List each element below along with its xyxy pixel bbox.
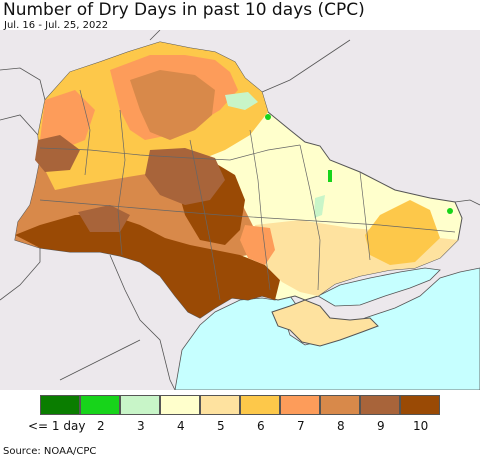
legend-swatch-7 [280, 395, 320, 415]
legend-label-9: 9 [377, 419, 385, 433]
legend-swatch-9 [360, 395, 400, 415]
legend-label-5: 5 [217, 419, 225, 433]
legend-label-10: 10 [413, 419, 429, 433]
legend-label-2: 2 [97, 419, 105, 433]
crimea-region [271, 299, 379, 347]
north-region-8 [130, 70, 215, 140]
south-region-10 [15, 215, 280, 318]
neighbor-borders [0, 30, 480, 390]
legend-label-8: 8 [337, 419, 345, 433]
legend-swatch-5 [200, 395, 240, 415]
north-region-3 [225, 92, 258, 110]
legend-swatch-8 [320, 395, 360, 415]
southwest-region-9 [78, 205, 130, 232]
central-region-7 [240, 225, 275, 265]
legend-label-4: 4 [177, 419, 185, 433]
legend-swatch-10 [400, 395, 440, 415]
source-credit: Source: NOAA/CPC [3, 446, 97, 457]
light-green-patch-east [314, 195, 325, 218]
black-sea [174, 267, 480, 390]
west-region-9 [35, 135, 80, 172]
legend-label-1: <= 1 day [28, 419, 86, 433]
central-region-9 [145, 148, 225, 205]
legend-swatch-4 [160, 395, 200, 415]
legend-swatch-3 [120, 395, 160, 415]
west-region-7 [40, 90, 95, 150]
dry-days-map [0, 30, 480, 390]
sea-of-azov [317, 267, 441, 307]
southeast-region-6 [365, 200, 440, 265]
oblast-boundaries [39, 89, 456, 301]
legend-label-3: 3 [137, 419, 145, 433]
map-subtitle: Jul. 16 - Jul. 25, 2022 [4, 20, 109, 31]
legend-swatch-6 [240, 395, 280, 415]
green-spot-far-east [447, 208, 453, 214]
green-spot-north [265, 114, 271, 120]
legend-swatch-2 [80, 395, 120, 415]
legend-label-6: 6 [257, 419, 265, 433]
map-title: Number of Dry Days in past 10 days (CPC) [3, 0, 365, 20]
green-spot-east [328, 170, 332, 182]
legend-swatch-1 [40, 395, 80, 415]
legend-label-7: 7 [297, 419, 305, 433]
